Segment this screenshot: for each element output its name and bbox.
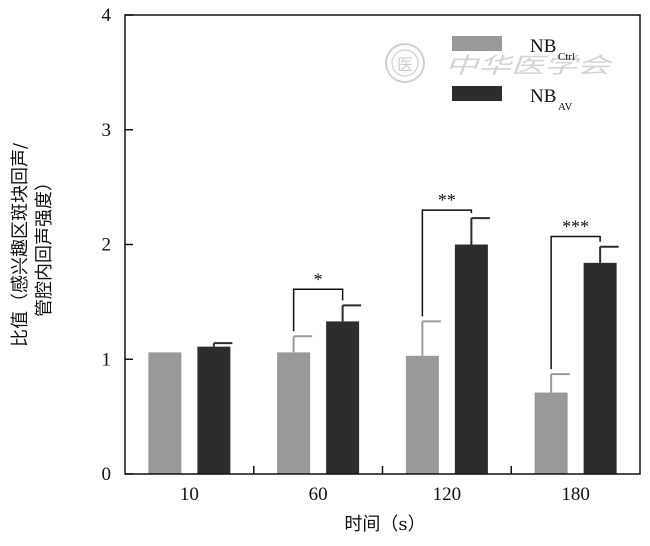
bar-av-180 [583, 262, 617, 474]
x-axis-title: 时间（s） [344, 514, 425, 535]
x-tick-label-180: 180 [561, 484, 590, 505]
legend-label-ctrl: NB [530, 36, 556, 57]
watermark-seal-inner [391, 49, 419, 77]
significance-label-60: * [314, 269, 323, 289]
legend-label-av: NB [530, 86, 556, 107]
y-axis-title-line-1: 比值（感兴趣区斑块回声/ [10, 142, 31, 347]
bar-ctrl-180 [534, 392, 568, 474]
y-tick-label-3: 3 [102, 120, 112, 141]
bar-av-10 [197, 346, 231, 474]
significance-bracket-180 [550, 235, 601, 370]
y-tick-label-2: 2 [102, 235, 112, 256]
watermark-text: 中华医学会 [445, 54, 613, 79]
y-tick-label-1: 1 [102, 349, 112, 370]
bar-ctrl-10 [148, 352, 182, 474]
watermark-seal-outer [385, 43, 425, 83]
significance-label-180: *** [562, 216, 589, 236]
watermark-logo: 医 中华医学会 [385, 43, 613, 83]
x-tick-label-120: 120 [433, 484, 462, 505]
y-tick-label-0: 0 [102, 464, 112, 485]
x-tick-label-10: 10 [180, 484, 199, 505]
significance-bracket-120 [421, 209, 473, 317]
bar-ctrl-120 [405, 355, 439, 474]
legend-swatch-av [452, 86, 502, 101]
legend-swatch-ctrl [452, 36, 502, 51]
legend-sublabel-ctrl: Ctrl [558, 51, 575, 63]
x-tick-label-60: 60 [309, 484, 328, 505]
watermark-seal-char: 医 [397, 55, 413, 74]
legend-sublabel-av: AV [558, 101, 573, 113]
bar-ctrl-60 [277, 352, 311, 474]
significance-label-120: ** [438, 190, 456, 210]
y-axis-title-line-2: 管腔内回声强度） [34, 173, 55, 317]
significance-bracket-60 [292, 288, 344, 332]
bar-av-60 [326, 321, 360, 474]
bar-av-120 [454, 244, 488, 474]
y-tick-label-4: 4 [102, 5, 112, 26]
